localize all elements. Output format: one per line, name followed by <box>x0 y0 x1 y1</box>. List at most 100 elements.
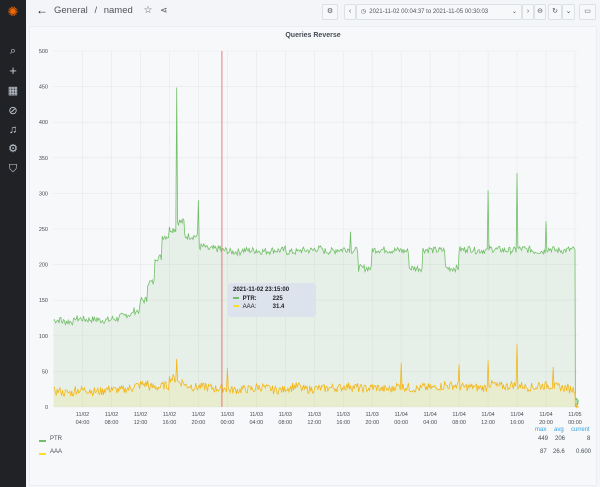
y-tick-label: 400 <box>39 120 48 126</box>
alerting-icon[interactable]: ♫ <box>8 124 18 136</box>
monitor-icon: ▭ <box>584 8 591 15</box>
breadcrumb: General / named ☆ ⋖ <box>54 5 168 16</box>
x-tick-label: 11/02 <box>105 412 118 418</box>
x-tick-label: 11/02 <box>134 412 147 418</box>
chevron-down-icon: ⌄ <box>511 9 517 15</box>
x-tick-label: 11/03 <box>221 412 234 418</box>
x-tick-label: 16:00 <box>163 420 177 426</box>
legend-current: 8 <box>587 436 591 442</box>
legend-name: AAA <box>50 449 63 455</box>
x-tick-label: 04:00 <box>249 420 263 426</box>
y-tick-label: 0 <box>45 405 48 411</box>
x-tick-label: 11/03 <box>308 412 321 418</box>
share-icon[interactable]: ⋖ <box>160 5 168 15</box>
legend-max: 87 <box>540 449 547 455</box>
chevron-left-icon: ‹ <box>348 8 352 15</box>
dashboards-icon[interactable]: ▦ <box>7 85 19 97</box>
settings-button[interactable]: ⚙ <box>322 4 338 20</box>
x-tick-label: 16:00 <box>510 420 524 426</box>
back-arrow-icon[interactable]: ← <box>36 3 48 17</box>
legend-header-avg[interactable]: avg <box>554 427 564 433</box>
tv-mode-button[interactable]: ▭ <box>579 4 596 20</box>
x-tick-label: 11/02 <box>76 412 89 418</box>
chevron-down-icon: ⌄ <box>565 8 572 15</box>
legend-max: 449 <box>538 436 549 442</box>
x-tick-label: 11/04 <box>452 412 465 418</box>
shield-icon[interactable]: ⛉ <box>8 163 18 175</box>
ptr-color-swatch <box>39 440 46 442</box>
x-tick-label: 20:00 <box>365 420 379 426</box>
y-tick-label: 200 <box>39 263 48 269</box>
tooltip-value: 31.4 <box>272 304 285 310</box>
x-tick-label: 12:00 <box>134 420 148 426</box>
x-tick-label: 11/04 <box>423 412 436 418</box>
zoom-out-icon: ⊖ <box>537 8 543 15</box>
grafana-logo-icon[interactable]: ✺ <box>7 4 19 19</box>
x-tick-label: 00:00 <box>568 420 582 426</box>
y-tick-label: 100 <box>39 334 48 340</box>
panel-title[interactable]: Queries Reverse <box>285 32 341 39</box>
series-area-ptr <box>53 87 579 407</box>
legend-avg: 26.6 <box>553 449 565 455</box>
x-tick-label: 00:00 <box>220 420 234 426</box>
tooltip-series: PTR: <box>242 296 257 302</box>
legend-name: PTR <box>50 436 62 442</box>
legend-current: 0.600 <box>576 449 592 455</box>
x-tick-label: 08:00 <box>452 420 466 426</box>
x-tick-label: 11/04 <box>394 412 407 418</box>
breadcrumb-separator: / <box>94 5 98 16</box>
x-tick-label: 11/04 <box>539 412 552 418</box>
y-tick-label: 50 <box>42 369 48 375</box>
settings-icon[interactable]: ⚙ <box>8 143 18 155</box>
tooltip-time: 2021-11-02 23:15:00 <box>233 287 290 293</box>
y-tick-label: 150 <box>39 298 48 304</box>
gear-icon: ⚙ <box>326 8 334 15</box>
x-tick-label: 20:00 <box>192 420 206 426</box>
y-tick-label: 250 <box>39 227 48 233</box>
aaa-color-swatch <box>39 453 46 455</box>
x-tick-label: 11/03 <box>279 412 292 418</box>
graph-panel: Queries Reverse 0 50 100 150 200 250 300 350 400… <box>29 26 597 486</box>
refresh-icon: ↻ <box>552 8 558 15</box>
clock-icon: ◷ <box>361 9 367 15</box>
aaa-swatch <box>233 305 239 308</box>
x-tick-label: 11/03 <box>337 412 350 418</box>
refresh-button[interactable]: ↻ <box>548 4 562 20</box>
chevron-right-icon: › <box>526 8 530 15</box>
x-tick-label: 00:00 <box>394 420 408 426</box>
x-tick-label: 11/05 <box>568 412 581 418</box>
x-tick-label: 12:00 <box>481 420 495 426</box>
legend-avg: 206 <box>555 436 566 442</box>
star-icon[interactable]: ☆ <box>143 5 153 16</box>
plus-icon[interactable]: + <box>9 63 17 78</box>
x-tick-label: 16:00 <box>336 420 350 426</box>
dashboard-title[interactable]: named <box>103 5 133 16</box>
x-tick-label: 11/04 <box>510 412 523 418</box>
x-tick-label: 11/04 <box>481 412 494 418</box>
search-icon[interactable]: ⌕ <box>9 45 17 57</box>
hover-tooltip: 2021-11-02 23:15:00 PTR: 225 AAA: 31.4 <box>228 283 316 317</box>
time-picker[interactable]: ◷ 2021-11-02 00:04:37 to 2021-11-05 00:3… <box>356 4 522 20</box>
x-tick-label: 04:00 <box>423 420 437 426</box>
breadcrumb-folder[interactable]: General <box>54 5 88 16</box>
legend-header-max[interactable]: max <box>535 427 547 433</box>
x-tick-label: 12:00 <box>307 420 321 426</box>
legend-header-current[interactable]: current <box>571 427 590 433</box>
x-tick-label: 20:00 <box>539 420 553 426</box>
x-tick-label: 08:00 <box>278 420 292 426</box>
y-tick-label: 450 <box>39 85 48 91</box>
dashboard-navbar: ← General / named ☆ ⋖ ⚙ ‹ ◷ 2021-11-02 0… <box>26 0 600 24</box>
series-area-aaa <box>53 344 579 407</box>
zoom-out-button[interactable]: ⊖ <box>534 4 546 20</box>
refresh-interval-dropdown[interactable]: ⌄ <box>562 4 575 20</box>
time-forward-button[interactable]: › <box>522 4 534 20</box>
time-range-label: 2021-11-02 00:04:37 to 2021-11-05 00:30:… <box>369 9 489 15</box>
y-tick-label: 350 <box>39 156 48 162</box>
ptr-swatch <box>233 297 239 300</box>
series-line-ptr <box>53 87 579 406</box>
x-tick-label: 11/02 <box>192 412 205 418</box>
chart[interactable]: 0 50 100 150 200 250 300 350 400 450 500 11/02 04:00… <box>30 27 598 427</box>
x-tick-label: 08:00 <box>105 420 119 426</box>
time-back-button[interactable]: ‹ <box>344 4 356 20</box>
explore-icon[interactable]: ⊘ <box>8 105 18 117</box>
